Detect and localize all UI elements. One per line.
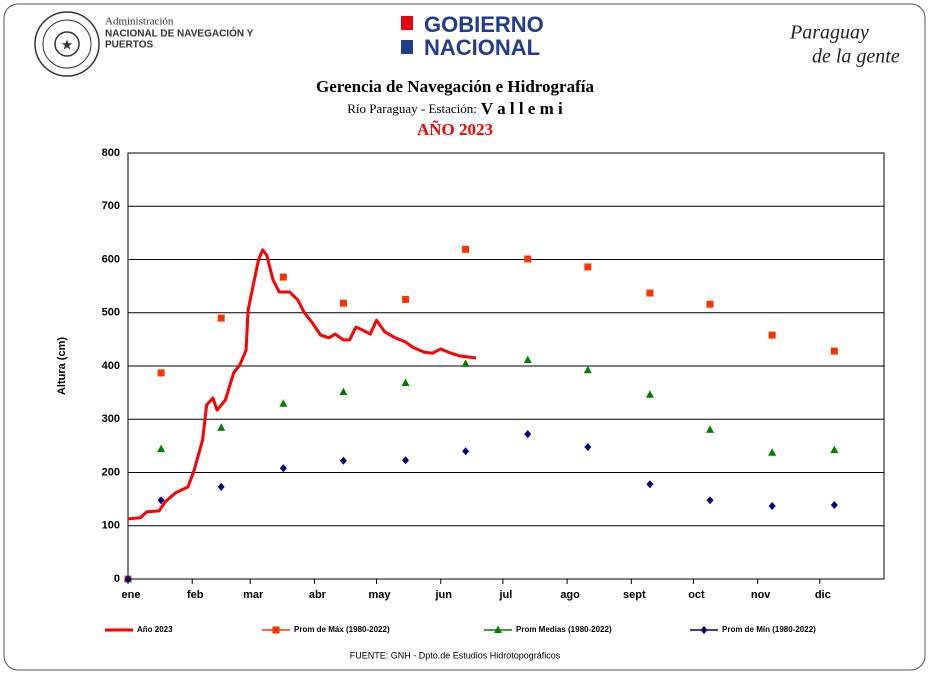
x-tick-label: dic [815, 589, 831, 601]
marker-diamond [402, 456, 410, 465]
marker-diamond [279, 464, 287, 473]
marker-square [768, 331, 776, 339]
marker-square [157, 369, 165, 377]
marker-square [462, 245, 470, 253]
x-tick-label: nov [751, 589, 771, 601]
x-tick-label: ago [560, 589, 580, 601]
marker-triangle [461, 359, 470, 367]
source: FUENTE: GNH - Dpto.de Estudios Hidrotopo… [350, 650, 561, 660]
marker-diamond [217, 482, 225, 491]
y-tick-label: 400 [102, 360, 120, 372]
chart-subtitle: Río Paraguay - Estación: V a l l e m i [347, 99, 563, 118]
x-tick-label: oct [688, 589, 705, 601]
marker-diamond [646, 480, 654, 489]
marker-triangle [401, 378, 410, 387]
marker-square [830, 347, 838, 355]
seal: ★ [34, 11, 100, 77]
marker-triangle [494, 625, 502, 633]
legend-label: Prom Medias (1980-2022) [516, 625, 612, 634]
y-axis-label: Altura (cm) [56, 337, 68, 395]
x-tick-label: jun [435, 589, 453, 601]
y-tick-label: 500 [102, 307, 120, 319]
y-tick-label: 800 [102, 147, 120, 159]
x-tick-label: sept [623, 589, 646, 601]
subtitle-prefix: Río Paraguay - Estación: [347, 101, 477, 116]
legend-label: Prom de Mín (1980-2022) [722, 625, 816, 634]
chart-title: Gerencia de Navegación e Hidrografía [316, 77, 594, 96]
marker-triangle [339, 387, 348, 396]
svg-text:★: ★ [61, 37, 74, 53]
marker-diamond [700, 626, 708, 634]
marker-triangle [523, 355, 532, 364]
marker-diamond [339, 456, 347, 465]
y-tick-label: 100 [102, 520, 120, 532]
agency-text: PUERTOS [105, 40, 153, 51]
marker-square [279, 273, 287, 281]
y-tick-label: 0 [114, 573, 120, 585]
series-line [127, 248, 477, 521]
legend-label: Año 2023 [137, 625, 173, 634]
marker-triangle [583, 365, 592, 374]
marker-square [339, 299, 347, 307]
marker-square [402, 295, 410, 303]
marker-square [524, 255, 532, 263]
marker-diamond [584, 442, 592, 451]
marker-triangle [279, 399, 288, 407]
x-tick-label: may [369, 589, 392, 601]
marker-diamond [768, 502, 776, 511]
marker-diamond [524, 430, 532, 439]
x-tick-label: ene [122, 589, 141, 601]
x-tick-label: feb [187, 589, 204, 601]
x-tick-label: abr [309, 589, 327, 601]
y-tick-label: 600 [102, 253, 120, 265]
marker-square [272, 626, 280, 634]
year-title: AÑO 2023 [417, 120, 493, 139]
y-tick-label: 300 [102, 413, 120, 425]
marker-diamond [462, 447, 470, 456]
x-tick-label: jul [498, 589, 512, 601]
marker-triangle [830, 445, 839, 454]
marker-triangle [768, 448, 777, 456]
marker-triangle [645, 390, 654, 398]
marker-triangle [157, 444, 166, 453]
marker-diamond [157, 496, 165, 505]
marker-diamond [124, 575, 132, 583]
y-tick-label: 700 [102, 200, 120, 212]
subtitle-station: V a l l e m i [481, 99, 563, 118]
marker-square [584, 263, 592, 271]
slogan: de la gente [812, 46, 900, 68]
y-tick-label: 200 [102, 466, 120, 478]
marker-triangle [706, 425, 715, 433]
gov-text: GOBIERNO [424, 12, 544, 37]
marker-diamond [706, 496, 714, 505]
marker-square [706, 300, 714, 308]
x-tick-label: mar [243, 589, 264, 601]
gov-flag-blue [401, 40, 413, 54]
gov-text: NACIONAL [424, 35, 540, 60]
marker-triangle [217, 423, 226, 431]
marker-diamond [830, 500, 838, 509]
agency-text: Administración [105, 16, 174, 28]
slogan: Paraguay [789, 22, 869, 44]
marker-square [646, 289, 654, 297]
legend-label: Prom de Máx (1980-2022) [294, 625, 390, 634]
gov-flag-red [401, 16, 413, 30]
agency-text: NACIONAL DE NAVEGACIÓN Y [105, 27, 254, 40]
marker-square [217, 314, 225, 322]
